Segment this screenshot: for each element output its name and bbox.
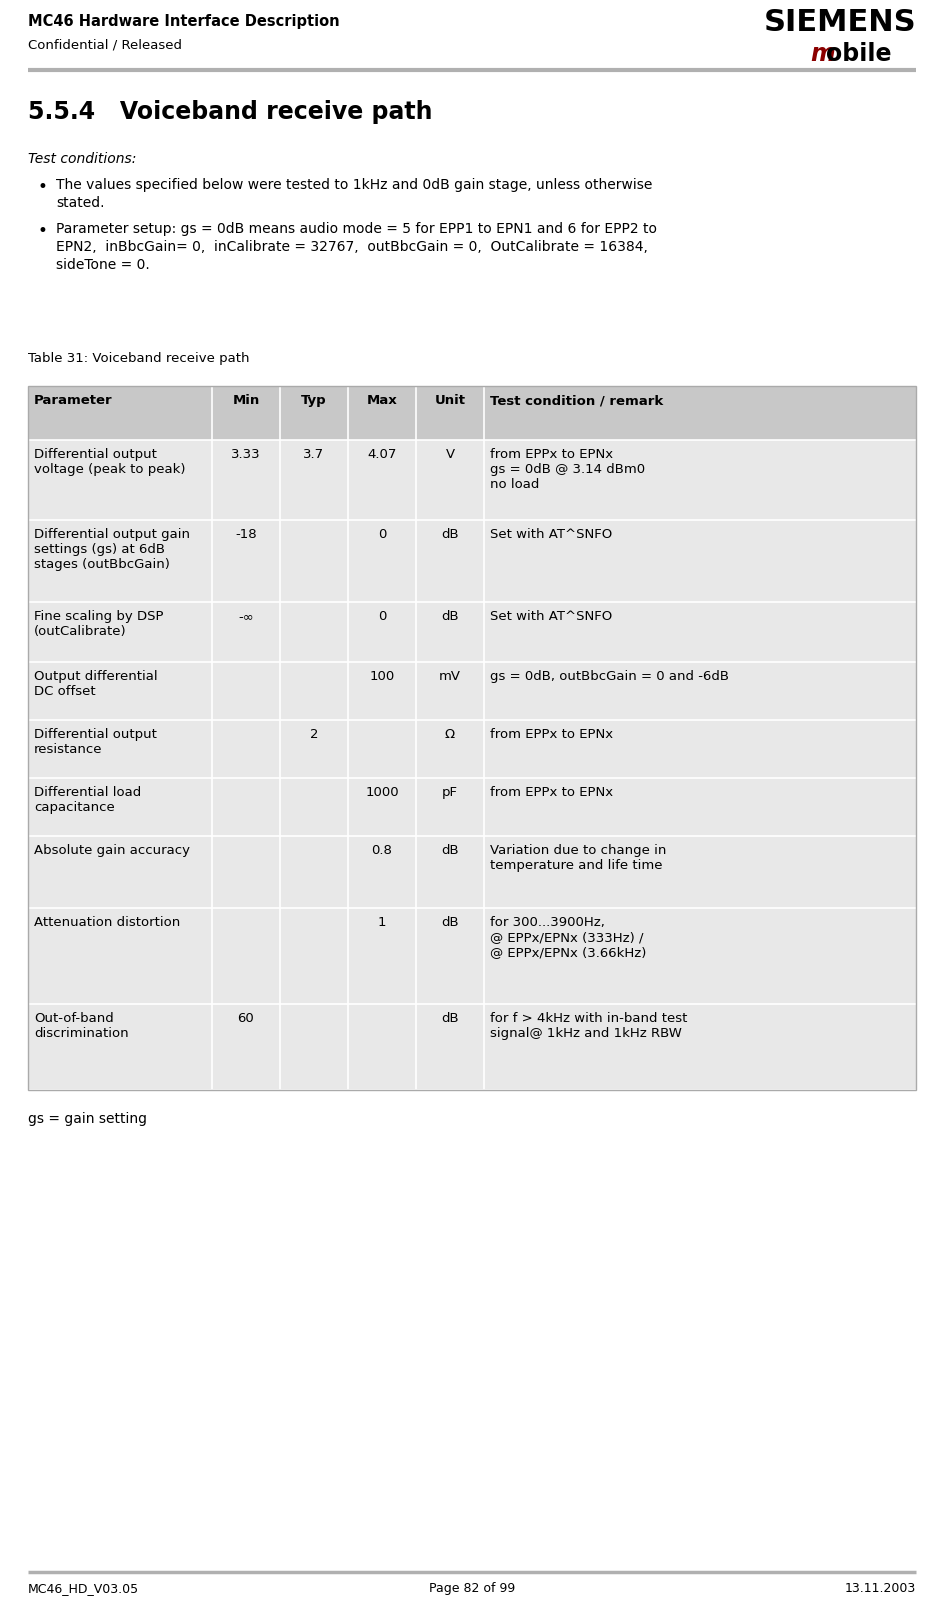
- Text: Ω: Ω: [445, 728, 455, 741]
- Text: Parameter setup: gs = 0dB means audio mode = 5 for EPP1 to EPN1 and 6 for EPP2 t: Parameter setup: gs = 0dB means audio mo…: [56, 222, 657, 236]
- Text: 0: 0: [378, 527, 386, 540]
- Text: Set with AT^SNFO: Set with AT^SNFO: [490, 610, 613, 623]
- Text: SIEMENS: SIEMENS: [764, 8, 916, 37]
- Text: mV: mV: [439, 670, 461, 683]
- Text: from EPPx to EPNx: from EPPx to EPNx: [490, 728, 613, 741]
- Text: 5.5.4   Voiceband receive path: 5.5.4 Voiceband receive path: [28, 100, 432, 125]
- Text: MC46 Hardware Interface Description: MC46 Hardware Interface Description: [28, 15, 340, 29]
- Text: 0.8: 0.8: [372, 845, 393, 858]
- Text: V: V: [446, 448, 455, 461]
- Text: EPN2,  inBbcGain= 0,  inCalibrate = 32767,  outBbcGain = 0,  OutCalibrate = 1638: EPN2, inBbcGain= 0, inCalibrate = 32767,…: [56, 239, 648, 254]
- Text: •: •: [38, 222, 48, 239]
- Text: obile: obile: [826, 42, 891, 66]
- Text: Absolute gain accuracy: Absolute gain accuracy: [34, 845, 190, 858]
- Text: -∞: -∞: [238, 610, 254, 623]
- Text: gs = 0dB, outBbcGain = 0 and -6dB: gs = 0dB, outBbcGain = 0 and -6dB: [490, 670, 729, 683]
- Text: Differential output
resistance: Differential output resistance: [34, 728, 157, 756]
- Text: for 300...3900Hz,
@ EPPx/EPNx (333Hz) /
@ EPPx/EPNx (3.66kHz): for 300...3900Hz, @ EPPx/EPNx (333Hz) / …: [490, 916, 647, 959]
- Text: MC46_HD_V03.05: MC46_HD_V03.05: [28, 1582, 139, 1595]
- Text: from EPPx to EPNx
gs = 0dB @ 3.14 dBm0
no load: from EPPx to EPNx gs = 0dB @ 3.14 dBm0 n…: [490, 448, 645, 490]
- Text: m: m: [810, 42, 834, 66]
- Text: Page 82 of 99: Page 82 of 99: [429, 1582, 515, 1595]
- Text: stated.: stated.: [56, 196, 105, 210]
- Bar: [28, 440, 916, 519]
- Text: 0: 0: [378, 610, 386, 623]
- Text: Typ: Typ: [301, 395, 327, 408]
- Text: Max: Max: [366, 395, 397, 408]
- Text: Differential output
voltage (peak to peak): Differential output voltage (peak to pea…: [34, 448, 186, 476]
- Bar: [28, 908, 916, 1005]
- Text: sideTone = 0.: sideTone = 0.: [56, 257, 150, 272]
- Text: 1: 1: [378, 916, 386, 929]
- Text: for f > 4kHz with in-band test
signal@ 1kHz and 1kHz RBW: for f > 4kHz with in-band test signal@ 1…: [490, 1011, 687, 1040]
- Text: 1000: 1000: [365, 786, 398, 799]
- Text: Set with AT^SNFO: Set with AT^SNFO: [490, 527, 613, 540]
- Text: 3.7: 3.7: [303, 448, 325, 461]
- Bar: [28, 519, 916, 602]
- Text: pF: pF: [442, 786, 458, 799]
- Text: Attenuation distortion: Attenuation distortion: [34, 916, 180, 929]
- Text: 3.33: 3.33: [231, 448, 261, 461]
- Bar: [28, 837, 916, 908]
- Text: dB: dB: [441, 845, 459, 858]
- Text: Unit: Unit: [434, 395, 465, 408]
- Bar: [28, 720, 916, 778]
- Bar: [28, 387, 916, 440]
- Text: -18: -18: [235, 527, 257, 540]
- Text: Fine scaling by DSP
(outCalibrate): Fine scaling by DSP (outCalibrate): [34, 610, 163, 637]
- Text: Out-of-band
discrimination: Out-of-band discrimination: [34, 1011, 128, 1040]
- Text: 100: 100: [369, 670, 395, 683]
- Text: Parameter: Parameter: [34, 395, 112, 408]
- Text: Test conditions:: Test conditions:: [28, 152, 136, 167]
- Text: 13.11.2003: 13.11.2003: [845, 1582, 916, 1595]
- Text: from EPPx to EPNx: from EPPx to EPNx: [490, 786, 613, 799]
- Text: 4.07: 4.07: [367, 448, 396, 461]
- Bar: [28, 662, 916, 720]
- Text: dB: dB: [441, 610, 459, 623]
- Text: dB: dB: [441, 1011, 459, 1024]
- Text: Min: Min: [232, 395, 260, 408]
- Text: gs = gain setting: gs = gain setting: [28, 1112, 147, 1126]
- Text: Test condition / remark: Test condition / remark: [490, 395, 664, 408]
- Text: dB: dB: [441, 527, 459, 540]
- Text: The values specified below were tested to 1kHz and 0dB gain stage, unless otherw: The values specified below were tested t…: [56, 178, 652, 193]
- Text: Differential output gain
settings (gs) at 6dB
stages (outBbcGain): Differential output gain settings (gs) a…: [34, 527, 190, 571]
- Bar: [28, 602, 916, 662]
- Text: Variation due to change in
temperature and life time: Variation due to change in temperature a…: [490, 845, 666, 872]
- Text: 60: 60: [238, 1011, 254, 1024]
- Bar: [28, 778, 916, 837]
- Text: Confidential / Released: Confidential / Released: [28, 37, 182, 52]
- Bar: [28, 387, 916, 1091]
- Text: dB: dB: [441, 916, 459, 929]
- Text: 2: 2: [310, 728, 318, 741]
- Bar: [28, 1005, 916, 1091]
- Text: Output differential
DC offset: Output differential DC offset: [34, 670, 158, 697]
- Text: •: •: [38, 178, 48, 196]
- Text: Table 31: Voiceband receive path: Table 31: Voiceband receive path: [28, 353, 249, 366]
- Text: Differential load
capacitance: Differential load capacitance: [34, 786, 142, 814]
